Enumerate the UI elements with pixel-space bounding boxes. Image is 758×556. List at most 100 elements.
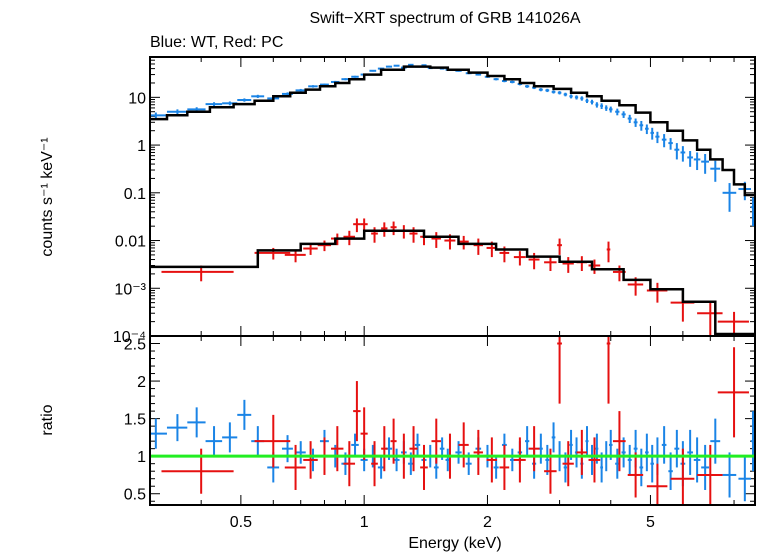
ratio-point-pc — [409, 426, 418, 472]
ratio-point-pc — [353, 381, 361, 442]
spectrum-point-wt — [251, 94, 265, 98]
x-tick-label: 5 — [646, 514, 655, 531]
spectrum-point-wt — [621, 111, 626, 118]
ratio-point-pc — [499, 444, 510, 490]
spectrum-point-wt — [668, 138, 673, 150]
ratio-point-pc — [606, 336, 611, 404]
ratio-y-axis-label: ratio — [39, 404, 56, 435]
ratio-y-tick-label: 2.5 — [124, 337, 146, 354]
spectrum-point-wt — [674, 143, 680, 160]
spectrum-point-wt — [608, 106, 613, 113]
ratio-point-pc — [284, 444, 306, 490]
spectrum-point-wt — [615, 108, 620, 116]
ratio-point-wt — [674, 429, 680, 468]
ratio-point-wt — [668, 452, 673, 490]
spectrum-point-pc — [717, 311, 749, 336]
ratio-point-pc — [458, 422, 469, 468]
spectrum-y-ticks: 10 1 0.1 0.01 10⁻³ 10⁻⁴ — [113, 56, 756, 346]
spectrum-point-wt — [639, 120, 644, 131]
spectrum-point-wt — [525, 84, 530, 88]
ratio-point-pc — [576, 429, 588, 475]
chart-subtitle: Blue: WT, Red: PC — [150, 34, 283, 51]
spectrum-point-wt — [150, 112, 167, 119]
ratio-point-wt — [237, 399, 252, 430]
ratio-point-wt — [525, 426, 530, 457]
ratio-y-tick-label: 1 — [137, 449, 146, 466]
ratio-point-wt — [545, 444, 550, 475]
ratio-point-wt — [738, 456, 752, 502]
ratio-point-pc — [381, 426, 388, 472]
ratio-y-tick-label: 0.5 — [124, 487, 146, 504]
spectrum-point-pc — [588, 259, 601, 274]
spectrum-point-wt — [205, 102, 223, 107]
spectrum-point-wt — [590, 99, 594, 105]
spectrum-point-wt — [661, 134, 667, 148]
spectrum-point-pc — [557, 238, 562, 255]
spectrum-point-wt — [385, 65, 393, 68]
spectrum-series-wt — [150, 63, 755, 227]
ratio-point-pc — [303, 441, 318, 479]
spectrum-point-wt — [693, 152, 701, 171]
spectrum-point-pc — [576, 256, 588, 272]
ratio-point-pc — [486, 437, 497, 483]
spectrum-point-wt — [650, 127, 654, 140]
spectrum-point-wt — [627, 114, 632, 123]
spectrum-point-wt — [369, 69, 377, 72]
ratio-point-pc — [528, 426, 540, 472]
spectrum-point-wt — [574, 95, 579, 100]
x-tick-label: 0.5 — [230, 514, 252, 531]
x-tick-label: 2 — [483, 514, 492, 531]
ratio-point-wt — [595, 433, 599, 464]
ratio-point-wt — [661, 426, 667, 464]
ratio-point-wt — [351, 433, 359, 457]
ratio-point-pc — [473, 429, 483, 475]
ratio-point-wt — [414, 433, 421, 457]
ratio-point-wt — [687, 429, 693, 475]
spectrum-point-wt — [551, 90, 556, 94]
spectrum-point-wt — [393, 64, 400, 67]
spectrum-point-wt — [687, 151, 693, 167]
spectrum-point-wt — [295, 88, 306, 92]
x-tick-label: 1 — [360, 514, 369, 531]
ratio-point-wt — [551, 422, 556, 453]
spectrum-point-wt — [680, 146, 686, 162]
spectrum-y-tick-label: 10 — [128, 90, 146, 107]
spectrum-point-pc — [390, 221, 397, 236]
ratio-y-tick-label: 1.5 — [124, 412, 146, 429]
ratio-point-pc — [670, 448, 695, 505]
ratio-point-wt — [222, 422, 238, 453]
ratio-point-wt — [701, 444, 710, 490]
spectrum-y-tick-label: 0.1 — [124, 186, 146, 203]
model-curve-wt-model — [150, 65, 755, 197]
spectrum-point-pc — [353, 218, 361, 233]
spectrum-point-wt — [557, 91, 562, 95]
spectrum-point-wt — [595, 102, 599, 108]
spectrum-point-wt — [475, 73, 482, 76]
ratio-point-pc — [627, 452, 644, 498]
ratio-point-pc — [371, 441, 378, 487]
spectrum-point-wt — [341, 78, 350, 81]
spectrum-y-axis-label: counts s⁻¹ keV⁻¹ — [39, 137, 56, 256]
spectrum-point-wt — [509, 80, 515, 84]
ratio-point-pc — [588, 437, 601, 483]
spectrum-point-wt — [722, 183, 737, 212]
ratio-point-wt — [621, 437, 626, 468]
ratio-point-pc — [612, 411, 626, 472]
spectrum-y-tick-label: 10⁻³ — [114, 281, 146, 298]
ratio-data-series — [150, 336, 755, 505]
ratio-point-wt — [650, 444, 654, 483]
ratio-point-wt — [377, 456, 385, 479]
ratio-point-wt — [295, 441, 306, 464]
spectrum-point-wt — [237, 98, 252, 102]
ratio-point-pc — [420, 444, 428, 490]
ratio-point-pc — [254, 414, 291, 468]
spectrum-point-wt — [569, 94, 573, 99]
spectrum-point-wt — [600, 103, 604, 109]
spectrum-point-pc — [303, 243, 318, 255]
ratio-point-pc — [360, 407, 368, 460]
spectrum-point-wt — [701, 154, 710, 174]
ratio-point-wt — [639, 448, 644, 487]
x-axis-label: Energy (keV) — [408, 535, 501, 552]
spectrum-point-wt — [580, 96, 584, 101]
ratio-plot-frame — [149, 335, 756, 506]
